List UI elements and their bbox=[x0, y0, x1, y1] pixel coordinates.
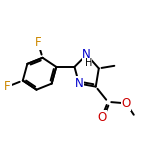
Text: O: O bbox=[122, 97, 131, 110]
Text: H: H bbox=[85, 58, 93, 68]
Text: F: F bbox=[35, 36, 41, 49]
Text: N: N bbox=[75, 77, 83, 90]
Text: F: F bbox=[4, 80, 11, 93]
Text: N: N bbox=[82, 48, 91, 61]
Text: O: O bbox=[97, 111, 106, 124]
